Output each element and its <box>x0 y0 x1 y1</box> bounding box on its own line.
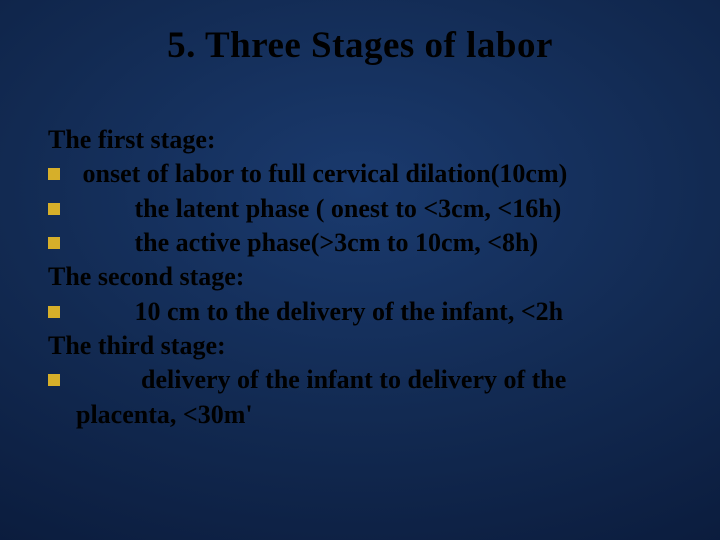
bullet-text: onset of labor to full cervical dilation… <box>76 157 672 191</box>
slide: 5. Three Stages of labor The first stage… <box>0 0 720 540</box>
bullet-icon <box>48 374 60 386</box>
bullet-icon <box>48 306 60 318</box>
bullet-icon <box>48 237 60 249</box>
list-item: the active phase(>3cm to 10cm, <8h) <box>48 226 672 260</box>
slide-title: 5. Three Stages of labor <box>48 24 672 67</box>
bullet-icon <box>48 203 60 215</box>
stage-3-heading: The third stage: <box>48 329 672 363</box>
slide-body: The first stage: onset of labor to full … <box>48 123 672 432</box>
list-item: 10 cm to the delivery of the infant, <2h <box>48 295 672 329</box>
stage-1-heading: The first stage: <box>48 123 672 157</box>
list-item: onset of labor to full cervical dilation… <box>48 157 672 191</box>
bullet-text: the active phase(>3cm to 10cm, <8h) <box>76 226 672 260</box>
list-item: the latent phase ( onest to <3cm, <16h) <box>48 192 672 226</box>
bullet-icon <box>48 168 60 180</box>
bullet-text: 10 cm to the delivery of the infant, <2h <box>76 295 672 329</box>
bullet-text: delivery of the infant to delivery of th… <box>76 363 672 397</box>
stage-2-heading: The second stage: <box>48 260 672 294</box>
list-item: delivery of the infant to delivery of th… <box>48 363 672 397</box>
bullet-continuation: placenta, <30m' <box>48 398 672 432</box>
bullet-text: the latent phase ( onest to <3cm, <16h) <box>76 192 672 226</box>
